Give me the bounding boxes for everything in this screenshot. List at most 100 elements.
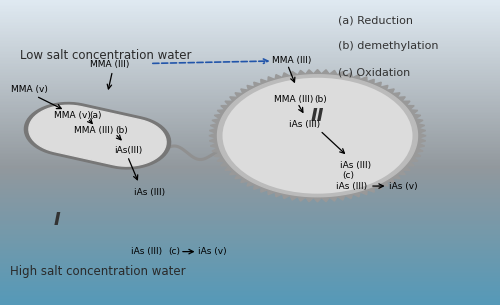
Bar xyxy=(0,299,500,300)
Bar xyxy=(0,90,500,92)
Bar xyxy=(0,64,500,66)
Bar xyxy=(0,206,500,207)
Bar xyxy=(0,119,500,120)
Bar xyxy=(0,174,500,175)
Bar xyxy=(0,93,500,95)
Bar xyxy=(0,68,500,70)
Bar xyxy=(0,137,500,139)
Text: iAs (III): iAs (III) xyxy=(336,181,367,191)
Bar xyxy=(0,161,500,163)
Bar xyxy=(0,30,500,32)
Bar xyxy=(0,279,500,281)
Text: MMA (III): MMA (III) xyxy=(74,126,114,135)
Circle shape xyxy=(222,78,412,194)
Bar xyxy=(0,163,500,165)
Bar xyxy=(0,167,500,169)
Bar xyxy=(0,44,500,46)
Bar xyxy=(0,76,500,78)
Bar xyxy=(0,254,500,256)
Bar xyxy=(0,24,500,26)
Text: (b): (b) xyxy=(115,126,128,135)
Bar xyxy=(0,158,500,160)
Bar xyxy=(0,73,500,75)
Bar xyxy=(0,186,500,188)
Bar xyxy=(0,132,500,134)
Bar xyxy=(0,164,500,166)
Bar xyxy=(0,160,500,162)
Bar xyxy=(0,201,500,203)
Bar xyxy=(0,148,500,149)
Bar xyxy=(0,82,500,84)
Polygon shape xyxy=(218,75,418,197)
Bar xyxy=(0,274,500,276)
Bar xyxy=(0,218,500,220)
Bar xyxy=(0,303,500,305)
Bar xyxy=(0,248,500,250)
Bar xyxy=(0,103,500,105)
Bar xyxy=(0,71,500,73)
Bar xyxy=(0,216,500,218)
Text: (a): (a) xyxy=(89,111,102,120)
Bar xyxy=(0,85,500,87)
Bar xyxy=(0,96,500,98)
Bar xyxy=(0,289,500,291)
Bar xyxy=(0,18,500,20)
Bar xyxy=(0,105,500,107)
Bar xyxy=(0,23,500,24)
Text: (c): (c) xyxy=(168,247,180,256)
Bar xyxy=(0,35,500,37)
Bar xyxy=(0,13,500,15)
Bar xyxy=(0,230,500,232)
Bar xyxy=(0,259,500,261)
Bar xyxy=(0,91,500,93)
Bar xyxy=(0,196,500,198)
Bar xyxy=(0,131,500,133)
Polygon shape xyxy=(24,102,171,169)
Bar xyxy=(0,178,500,180)
Bar xyxy=(0,212,500,214)
Bar xyxy=(0,241,500,242)
Bar xyxy=(0,225,500,227)
Bar xyxy=(0,291,500,293)
Bar xyxy=(0,135,500,137)
Bar xyxy=(0,190,500,192)
Bar xyxy=(0,250,500,252)
Bar xyxy=(0,0,500,2)
Bar xyxy=(0,41,500,43)
Bar xyxy=(0,142,500,143)
Bar xyxy=(0,87,500,88)
Bar xyxy=(0,257,500,259)
Polygon shape xyxy=(209,70,426,202)
Bar xyxy=(0,61,500,63)
Bar xyxy=(0,213,500,215)
Bar xyxy=(0,32,500,34)
Text: iAs (v): iAs (v) xyxy=(198,247,227,256)
Bar xyxy=(0,1,500,3)
Bar xyxy=(0,199,500,201)
Bar xyxy=(0,55,500,56)
Polygon shape xyxy=(29,105,166,166)
Bar xyxy=(0,277,500,279)
Bar xyxy=(0,302,500,303)
Bar xyxy=(0,36,500,38)
Bar xyxy=(0,253,500,255)
Bar xyxy=(0,74,500,76)
Bar xyxy=(0,175,500,177)
Bar xyxy=(0,276,500,278)
Text: (c): (c) xyxy=(342,171,354,180)
Bar xyxy=(0,244,500,246)
Text: (a) Reduction: (a) Reduction xyxy=(338,15,412,25)
Text: MMA (v): MMA (v) xyxy=(11,85,48,95)
Bar xyxy=(0,154,500,156)
Bar xyxy=(0,53,500,55)
Bar xyxy=(0,125,500,127)
Text: High salt concentration water: High salt concentration water xyxy=(10,265,186,278)
Bar xyxy=(0,140,500,142)
Bar xyxy=(0,38,500,40)
Bar xyxy=(0,126,500,128)
Bar xyxy=(0,134,500,136)
Bar xyxy=(0,39,500,41)
Bar xyxy=(0,151,500,152)
Bar xyxy=(0,245,500,247)
Bar xyxy=(0,102,500,104)
